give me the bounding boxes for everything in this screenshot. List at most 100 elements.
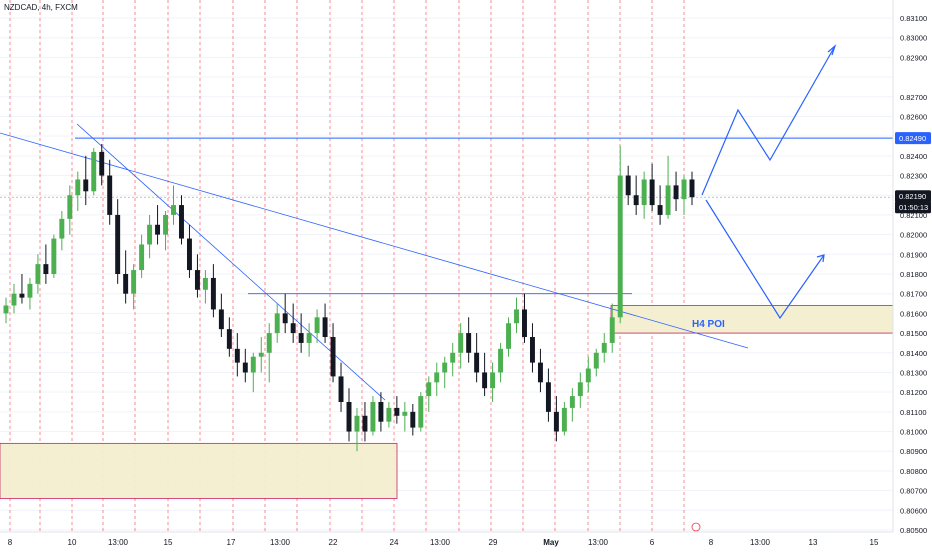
bear-candle	[378, 392, 384, 432]
bear-candle	[290, 303, 296, 343]
y-tick-label: 0.80800	[900, 467, 927, 476]
candle-body	[522, 309, 527, 338]
candle-body	[458, 333, 464, 353]
bull-candle	[418, 392, 424, 432]
bear-candle	[346, 388, 352, 442]
bull-candle	[370, 396, 376, 436]
y-tick-label: 0.81200	[900, 388, 927, 397]
y-tick-label: 0.80600	[900, 506, 927, 515]
bear-candle	[242, 348, 248, 383]
bear-candle	[186, 224, 192, 278]
price-tags-layer: 0.82490 0.82190 01:50:13	[895, 132, 931, 214]
bull-candle	[202, 270, 208, 304]
bear-candle	[107, 159, 113, 225]
candle-body	[147, 224, 153, 245]
y-tick-label: 0.82000	[900, 231, 927, 240]
bear-candle	[673, 171, 679, 211]
candle-body	[529, 337, 535, 363]
bear-candle	[553, 396, 559, 442]
y-tick-label: 0.81400	[900, 349, 927, 358]
candle-body	[593, 352, 599, 369]
candle-body	[202, 277, 208, 290]
bull-candle	[27, 277, 33, 310]
bear-candle	[529, 323, 535, 373]
resistance-price-tag-text: 0.82490	[899, 134, 926, 143]
demand-zone	[0, 442, 398, 499]
y-tick-label: 0.81100	[900, 408, 927, 417]
last-price-tag-text: 0.82190	[899, 192, 926, 201]
y-tick-label: 0.82400	[900, 152, 927, 161]
x-tick-label: 22	[329, 538, 338, 547]
candle-body	[298, 333, 304, 343]
candle-body	[601, 342, 607, 353]
bull-candle	[3, 297, 9, 324]
bear-candle	[649, 163, 655, 211]
y-tick-label: 0.81900	[900, 250, 927, 259]
candle-body	[139, 244, 145, 271]
candle-body	[561, 407, 567, 432]
x-tick-label: 13:00	[108, 538, 129, 547]
candle-body	[434, 372, 440, 383]
bull-candle	[506, 317, 512, 357]
bull-candle	[91, 147, 97, 196]
candle-body	[378, 402, 384, 422]
bear-candle	[657, 185, 663, 225]
countdown-tag-text: 01:50:13	[899, 203, 928, 212]
bull-candle	[641, 171, 647, 219]
y-tick-label: 0.81300	[900, 368, 927, 377]
bull-candle	[617, 146, 623, 324]
candle-body	[51, 238, 57, 274]
candle-body	[43, 264, 49, 274]
y-tick-label: 0.80500	[900, 526, 927, 535]
bull-candle	[593, 348, 599, 377]
drawings-layer	[0, 44, 893, 401]
x-tick-label: 13:00	[588, 538, 609, 547]
bull-candle	[250, 352, 256, 393]
candle-body	[115, 214, 121, 274]
bear-candle	[218, 293, 224, 338]
last-price-tag: 0.82190	[895, 190, 931, 203]
candle-body	[234, 348, 240, 363]
candle-body	[545, 382, 551, 412]
bear-candle	[689, 171, 695, 206]
alternate-path-arrow	[705, 199, 825, 320]
candle-body	[11, 293, 17, 306]
candle-body	[490, 372, 496, 389]
bull-candle	[51, 234, 57, 278]
candle-body	[346, 402, 352, 432]
bear-candle	[633, 175, 639, 215]
x-tick-label: 15	[870, 538, 879, 547]
bull-candle	[171, 185, 176, 225]
poi-zone	[610, 305, 894, 334]
candle-body	[482, 372, 488, 389]
bull-candle	[75, 171, 81, 211]
bull-candle	[490, 362, 496, 402]
candle-body	[354, 415, 360, 432]
bull-candle	[67, 185, 73, 235]
candle-body	[131, 270, 137, 294]
bull-candle	[11, 283, 17, 314]
candle-body	[617, 175, 623, 318]
x-tick-label: May	[543, 538, 559, 547]
bull-candle	[434, 362, 440, 397]
bear-candle	[194, 254, 200, 298]
bull-candle	[681, 175, 687, 215]
bear-candle	[19, 274, 25, 304]
resistance-price-tag: 0.82490	[895, 132, 931, 145]
candle-body	[19, 293, 25, 298]
candle-body	[186, 238, 192, 271]
candle-body	[91, 151, 97, 192]
bull-candle	[665, 155, 671, 219]
bull-candle	[386, 402, 392, 428]
candle-body	[649, 179, 655, 206]
candle-body	[218, 309, 224, 330]
y-tick-label: 0.81800	[900, 270, 927, 279]
bull-candle	[274, 303, 280, 343]
y-tick-label: 0.82900	[900, 53, 927, 62]
candle-body	[426, 382, 432, 397]
y-tick-label: 0.82100	[900, 211, 927, 220]
candle-body	[450, 352, 456, 363]
bear-candle	[210, 264, 216, 318]
